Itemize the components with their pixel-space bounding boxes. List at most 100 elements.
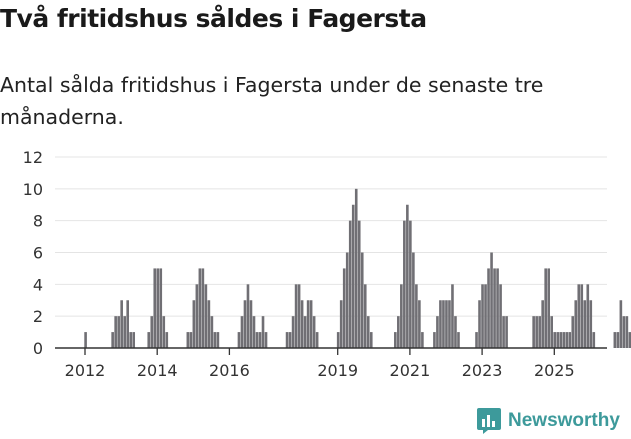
bar bbox=[198, 268, 202, 348]
bar bbox=[288, 332, 292, 348]
bar bbox=[189, 332, 193, 348]
bar bbox=[186, 332, 190, 348]
bar bbox=[354, 188, 358, 348]
bar bbox=[448, 300, 451, 348]
bar bbox=[156, 268, 160, 348]
bar bbox=[409, 220, 412, 348]
bar bbox=[397, 316, 400, 348]
bar bbox=[195, 284, 199, 348]
bar bbox=[153, 268, 157, 348]
bar bbox=[553, 332, 557, 348]
bar bbox=[499, 284, 502, 348]
bar bbox=[535, 316, 538, 348]
bar bbox=[351, 204, 355, 348]
bar bbox=[622, 316, 626, 348]
bar bbox=[586, 284, 590, 348]
bar bbox=[342, 268, 346, 348]
bar bbox=[129, 332, 133, 348]
bar bbox=[532, 316, 535, 348]
bar bbox=[297, 284, 301, 348]
bar bbox=[300, 300, 304, 348]
bar bbox=[559, 332, 563, 348]
bar bbox=[237, 332, 241, 348]
bar bbox=[258, 332, 262, 348]
bar bbox=[592, 332, 596, 348]
bar bbox=[550, 316, 554, 348]
bar bbox=[126, 300, 129, 348]
bar bbox=[487, 268, 490, 348]
bar bbox=[315, 332, 319, 348]
x-tick-label: 2021 bbox=[390, 361, 431, 380]
bar bbox=[589, 300, 593, 348]
y-tick-label: 6 bbox=[33, 244, 43, 263]
bar bbox=[502, 316, 505, 348]
bar bbox=[583, 300, 587, 348]
bar bbox=[628, 332, 631, 348]
bar bbox=[418, 300, 421, 348]
bar bbox=[363, 284, 367, 348]
bar bbox=[613, 332, 617, 348]
bar bbox=[114, 316, 117, 348]
bar bbox=[415, 284, 418, 348]
bar bbox=[625, 316, 629, 348]
bar bbox=[243, 300, 247, 348]
bar bbox=[562, 332, 566, 348]
newsworthy-logo: Newsworthy bbox=[476, 407, 620, 435]
bar bbox=[264, 332, 268, 348]
bar bbox=[571, 316, 575, 348]
bar bbox=[165, 332, 169, 348]
bar bbox=[201, 268, 205, 348]
bar bbox=[538, 316, 541, 348]
bar bbox=[484, 284, 487, 348]
bar bbox=[580, 284, 584, 348]
bar bbox=[442, 300, 445, 348]
y-tick-label: 12 bbox=[23, 148, 43, 167]
bar bbox=[159, 268, 163, 348]
bar bbox=[309, 300, 313, 348]
bar bbox=[213, 332, 217, 348]
bar bbox=[433, 332, 436, 348]
bar bbox=[577, 284, 581, 348]
bar bbox=[574, 300, 578, 348]
x-tick-label: 2014 bbox=[137, 361, 178, 380]
bar bbox=[451, 284, 454, 348]
bar bbox=[240, 316, 244, 348]
bar bbox=[541, 300, 544, 348]
bar bbox=[336, 332, 340, 348]
bar bbox=[454, 316, 457, 348]
bar bbox=[439, 300, 442, 348]
bar bbox=[421, 332, 424, 348]
x-tick-label: 2019 bbox=[317, 361, 358, 380]
y-tick-label: 4 bbox=[33, 275, 43, 294]
bar bbox=[210, 316, 214, 348]
bar bbox=[192, 300, 196, 348]
bar bbox=[475, 332, 478, 348]
bar bbox=[619, 300, 623, 348]
brand-name: Newsworthy bbox=[508, 410, 620, 431]
bar bbox=[493, 268, 496, 348]
bar bbox=[294, 284, 298, 348]
x-tick-label: 2016 bbox=[209, 361, 250, 380]
bar bbox=[123, 316, 126, 348]
bar bbox=[478, 300, 481, 348]
bar bbox=[306, 300, 310, 348]
bar bbox=[216, 332, 220, 348]
bar bbox=[261, 316, 265, 348]
chart-subtitle: Antal sålda fritidshus i Fagersta under … bbox=[0, 73, 544, 129]
bar bbox=[496, 268, 499, 348]
bar bbox=[445, 300, 448, 348]
chart-title: Två fritidshus såldes i Fagersta bbox=[0, 4, 427, 33]
bar bbox=[285, 332, 289, 348]
bar bbox=[400, 284, 403, 348]
bar bbox=[616, 332, 620, 348]
bar bbox=[568, 332, 572, 348]
bar bbox=[348, 220, 352, 348]
bar bbox=[291, 316, 295, 348]
bar bbox=[357, 220, 361, 348]
x-tick-label: 2025 bbox=[534, 361, 575, 380]
x-tick-label: 2023 bbox=[462, 361, 503, 380]
bar bbox=[249, 300, 253, 348]
bar bbox=[360, 252, 364, 348]
bar bbox=[150, 316, 154, 348]
bar bbox=[481, 284, 484, 348]
